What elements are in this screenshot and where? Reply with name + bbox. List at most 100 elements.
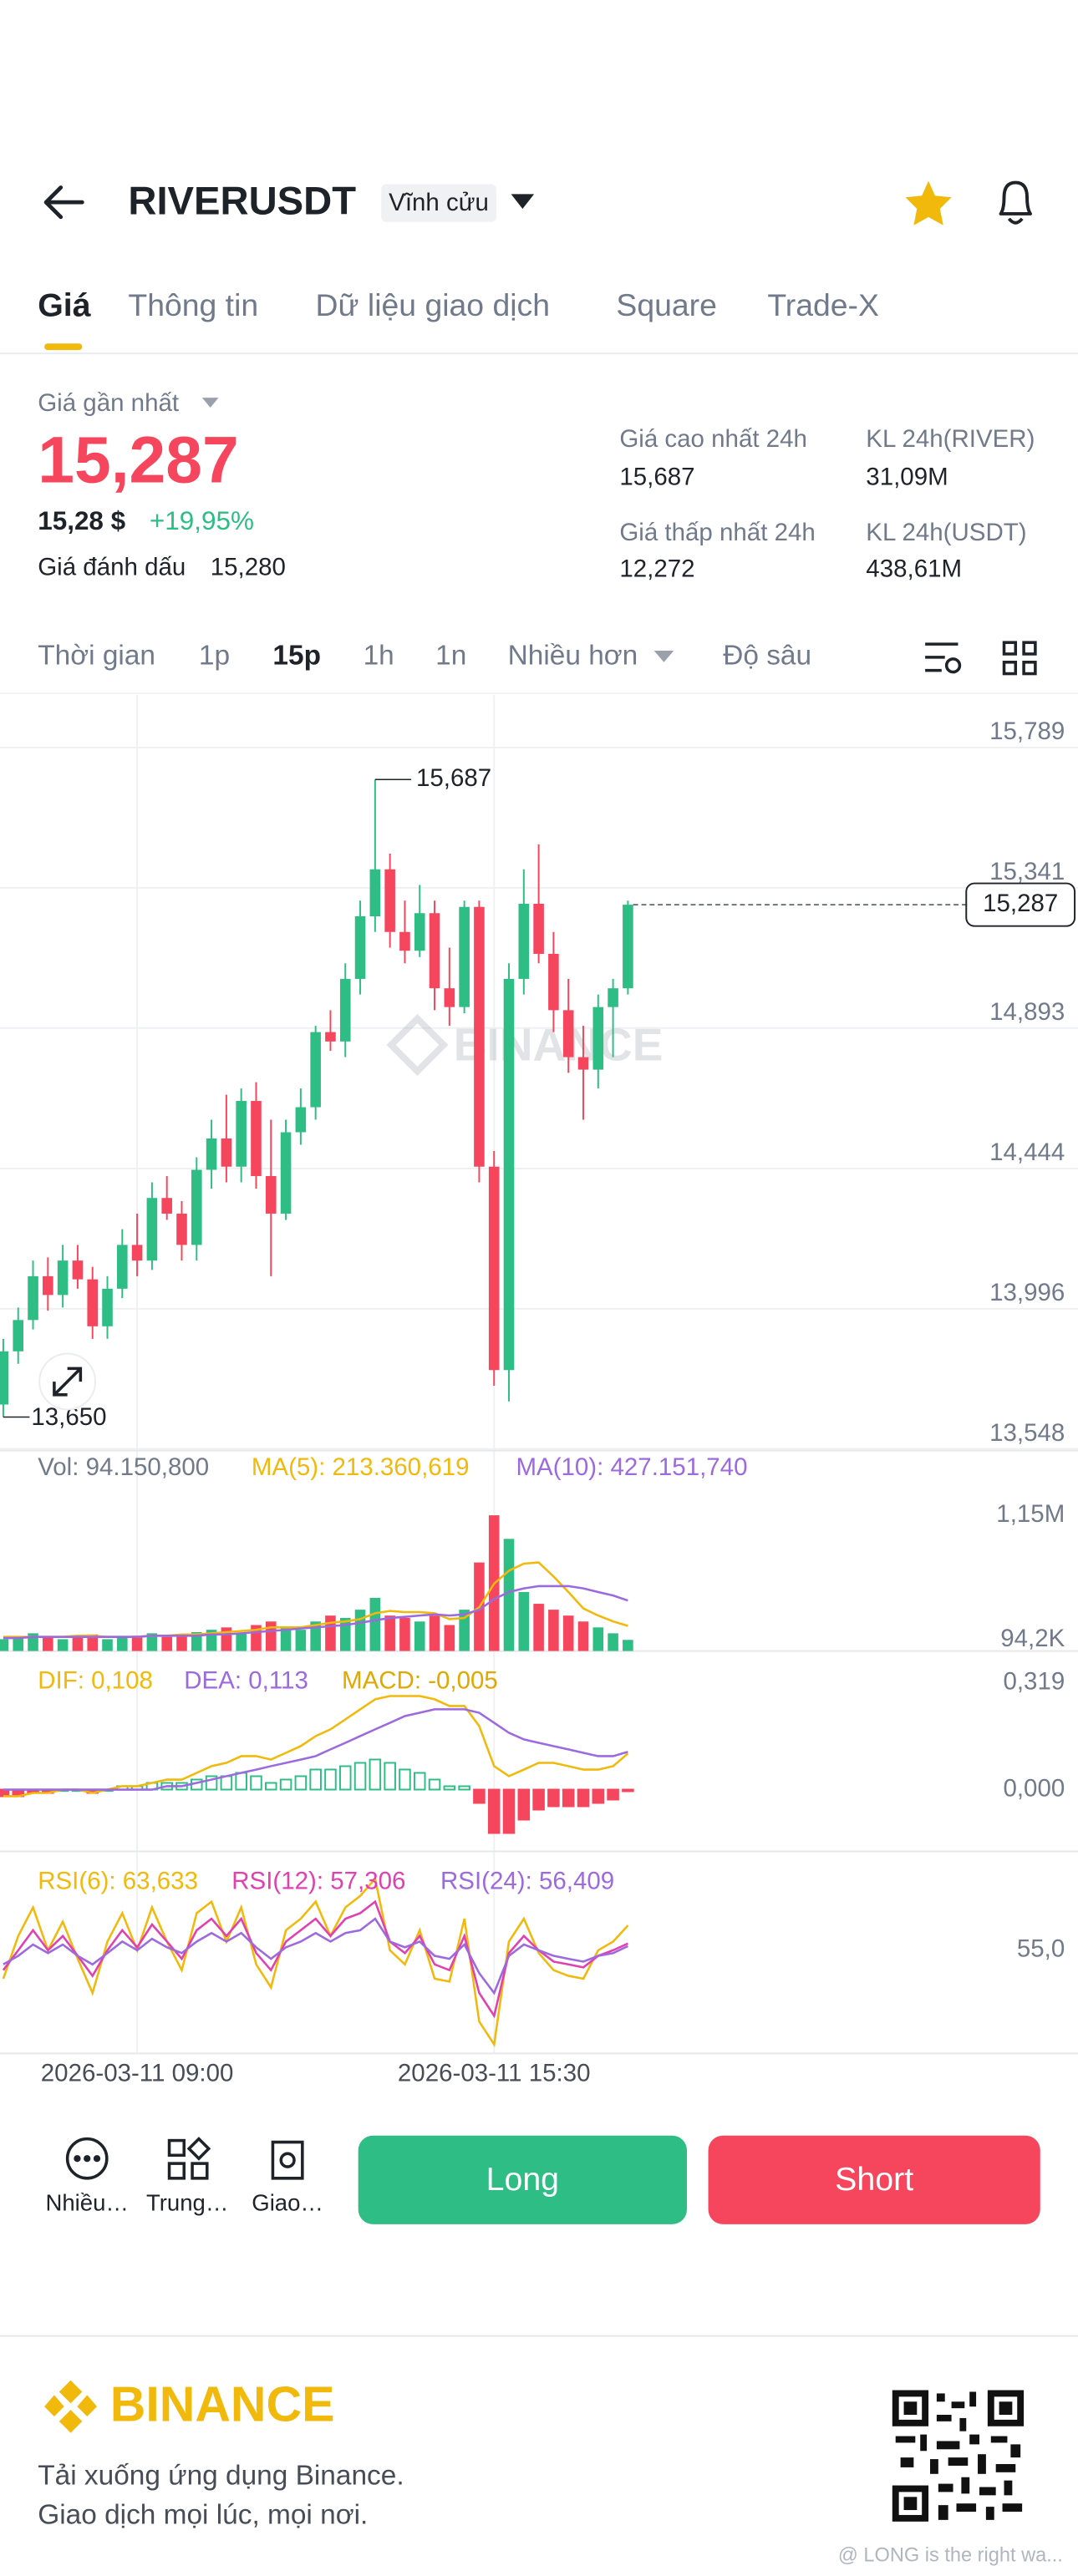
y-tick-label: 0,000 bbox=[1003, 1774, 1065, 1802]
legend-entry: RSI(6): 63,633 bbox=[38, 1868, 198, 1895]
macd-bar bbox=[369, 1758, 382, 1791]
macd-bar bbox=[517, 1788, 531, 1821]
symbol-dropdown[interactable] bbox=[511, 194, 535, 210]
volume-bar bbox=[102, 1639, 113, 1651]
tab[interactable]: Trade-X bbox=[767, 287, 879, 322]
watermark-text: BINANCE bbox=[454, 1018, 664, 1070]
candle-body bbox=[206, 1138, 217, 1170]
tab[interactable]: Giá bbox=[38, 287, 91, 323]
footer-text: Giao dịch mọi lúc, mọi nơi. bbox=[38, 2500, 368, 2531]
y-tick-label: 14,444 bbox=[989, 1138, 1065, 1166]
volume-bar bbox=[354, 1610, 366, 1651]
back-button[interactable] bbox=[43, 185, 84, 220]
legend-entry: Vol: 94.150,800 bbox=[38, 1453, 209, 1481]
volume-bar bbox=[562, 1615, 574, 1651]
layout-button[interactable] bbox=[1002, 641, 1037, 676]
alert-bell[interactable] bbox=[999, 180, 1032, 225]
expand-button[interactable] bbox=[38, 1352, 97, 1411]
legend-entry: RSI(24): 56,409 bbox=[440, 1868, 614, 1895]
more-intervals[interactable]: Nhiều hơn bbox=[508, 641, 638, 672]
candle-body bbox=[623, 905, 633, 989]
interval[interactable]: 15p bbox=[272, 641, 321, 672]
short-label[interactable]: Short bbox=[835, 2161, 913, 2198]
candle-body bbox=[429, 913, 440, 989]
y-tick-label: 13,996 bbox=[989, 1279, 1065, 1306]
candle-body bbox=[414, 913, 425, 951]
tab[interactable]: Thông tin bbox=[128, 287, 258, 322]
macd-bar bbox=[577, 1788, 590, 1808]
contract-badge bbox=[381, 184, 496, 222]
candle-body bbox=[592, 1007, 604, 1070]
interval[interactable]: 1h bbox=[364, 641, 394, 672]
macd-bar bbox=[607, 1788, 619, 1801]
macd-bar bbox=[532, 1788, 545, 1811]
volume-bar bbox=[577, 1621, 589, 1651]
volume-bar bbox=[608, 1633, 618, 1651]
qr-code bbox=[892, 2390, 1025, 2522]
volume-bar bbox=[444, 1625, 455, 1651]
volume-bar bbox=[325, 1615, 336, 1651]
macd-bar bbox=[473, 1788, 486, 1804]
candle-body bbox=[325, 1032, 336, 1042]
price-dropdown[interactable] bbox=[201, 398, 219, 408]
macd-bar bbox=[279, 1778, 292, 1791]
candle-body bbox=[236, 1101, 247, 1167]
candle-body bbox=[146, 1198, 158, 1261]
more-dropdown[interactable] bbox=[653, 651, 674, 662]
macd-bar bbox=[413, 1772, 426, 1791]
y-tick-label: 15,341 bbox=[989, 858, 1065, 885]
volume-bar bbox=[295, 1630, 307, 1651]
candle-body bbox=[131, 1245, 143, 1261]
interval[interactable]: Thời gian bbox=[38, 641, 155, 672]
candle-body bbox=[117, 1245, 128, 1289]
x-tick-label: 2026-03-11 15:30 bbox=[398, 2060, 591, 2087]
volume-bar bbox=[146, 1633, 158, 1651]
interval[interactable]: 1n bbox=[435, 641, 466, 672]
indicator-settings[interactable] bbox=[925, 642, 962, 674]
y-tick-label: 0,319 bbox=[1003, 1668, 1065, 1696]
action-label[interactable]: Nhiều… bbox=[46, 2190, 129, 2216]
stat-label: Giá thấp nhất 24h bbox=[619, 519, 815, 546]
candle-body bbox=[295, 1107, 307, 1133]
macd-bar bbox=[338, 1765, 352, 1791]
long-button[interactable] bbox=[358, 2135, 687, 2224]
volume-bar bbox=[131, 1635, 143, 1651]
candle-body bbox=[474, 906, 485, 1167]
plot: 15,789 15,341 14,893 14,444 13,996 13,548 2026… bbox=[0, 718, 1076, 2087]
last-price-box bbox=[965, 882, 1076, 927]
volume-bar bbox=[13, 1636, 24, 1651]
legend-entry: DEA: 0,113 bbox=[184, 1667, 308, 1695]
action-label[interactable]: Trung… bbox=[146, 2190, 228, 2216]
legend-entry: MA(10): 427.151,740 bbox=[516, 1453, 747, 1481]
favorite-star[interactable] bbox=[905, 180, 952, 226]
depth[interactable]: Độ sâu bbox=[723, 641, 811, 672]
brand-logo bbox=[44, 2380, 98, 2433]
candle-body bbox=[444, 988, 455, 1007]
macd-bar bbox=[250, 1775, 262, 1791]
macd-bar bbox=[502, 1788, 516, 1834]
tab[interactable]: Square bbox=[616, 287, 716, 322]
footer-text: Tải xuống ứng dụng Binance. bbox=[38, 2461, 404, 2492]
volume-bar bbox=[384, 1615, 395, 1651]
macd-bar bbox=[294, 1775, 308, 1791]
volume-bar bbox=[310, 1621, 321, 1651]
macd-bar bbox=[592, 1788, 605, 1804]
volume-bar bbox=[265, 1621, 277, 1651]
candle-body bbox=[369, 869, 381, 916]
volume-bar bbox=[43, 1636, 53, 1651]
indicator-line bbox=[3, 1917, 628, 1995]
tab[interactable]: Dữ liệu giao dịch bbox=[316, 287, 550, 322]
action-label[interactable]: Giao… bbox=[252, 2190, 323, 2216]
candle-body bbox=[13, 1320, 24, 1351]
candle-body bbox=[0, 1351, 9, 1405]
interval[interactable]: 1p bbox=[199, 641, 230, 672]
volume-bar bbox=[503, 1539, 515, 1651]
volume-bar bbox=[72, 1636, 84, 1651]
volume-bar bbox=[280, 1627, 292, 1651]
candle-body bbox=[280, 1132, 292, 1214]
candle-body bbox=[57, 1260, 69, 1296]
short-button[interactable] bbox=[708, 2135, 1040, 2224]
macd-bar bbox=[487, 1788, 501, 1834]
long-label[interactable]: Long bbox=[486, 2161, 559, 2198]
